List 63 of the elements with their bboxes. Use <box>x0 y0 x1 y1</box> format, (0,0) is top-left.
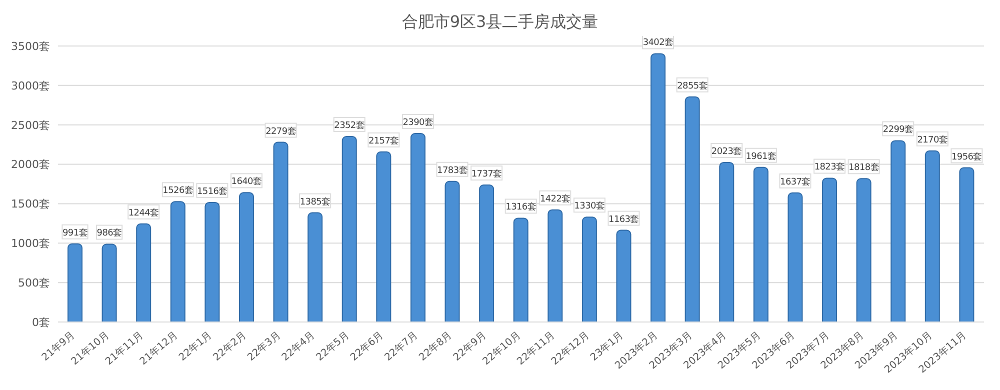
bar <box>444 180 460 322</box>
y-tick-label: 1000套 <box>11 237 50 250</box>
bar <box>719 162 734 322</box>
data-label: 1163套 <box>608 214 640 225</box>
y-tick-label: 2000套 <box>11 158 50 172</box>
bar <box>924 150 940 322</box>
data-label: 1640套 <box>231 176 262 188</box>
data-label: 1956套 <box>952 151 982 162</box>
y-tick-label: 0套 <box>32 316 50 329</box>
bar <box>650 53 666 322</box>
data-label: 1422套 <box>540 193 571 204</box>
bar <box>788 192 803 322</box>
data-label: 1737套 <box>471 168 502 180</box>
bar <box>582 216 597 322</box>
bar <box>684 96 700 322</box>
data-label: 1783套 <box>437 164 468 176</box>
data-label: 1818套 <box>848 162 880 174</box>
y-tick-label: 1500套 <box>11 198 50 211</box>
y-tick-label: 500套 <box>18 276 50 290</box>
data-label: 2390套 <box>402 117 434 128</box>
data-label: 1316套 <box>506 202 536 213</box>
data-label: 2170套 <box>917 134 948 146</box>
bar <box>376 151 392 322</box>
data-label: 1330套 <box>574 200 605 212</box>
bar <box>959 167 974 322</box>
bar <box>170 201 186 322</box>
data-label: 2855套 <box>677 80 708 92</box>
bar <box>273 142 288 322</box>
y-tick-label: 2500套 <box>11 118 50 132</box>
bar <box>822 178 838 322</box>
data-label: 3402套 <box>642 37 674 48</box>
y-tick-label: 3000套 <box>11 79 50 92</box>
data-label: 2279套 <box>266 126 296 137</box>
data-label: 1385套 <box>300 196 331 208</box>
bar <box>616 230 632 322</box>
bar <box>479 184 494 322</box>
bar <box>68 243 82 322</box>
data-label: 2352套 <box>334 120 365 132</box>
data-label: 2299套 <box>882 124 914 136</box>
data-label: 1823套 <box>814 162 846 173</box>
bar <box>856 178 872 322</box>
bar <box>238 192 254 322</box>
bar <box>548 209 563 322</box>
data-label: 1961套 <box>746 150 776 162</box>
data-label: 991套 <box>62 227 88 238</box>
bar <box>342 136 357 322</box>
data-label: 1244套 <box>128 207 160 218</box>
bar <box>753 166 768 322</box>
data-label: 986套 <box>96 228 122 239</box>
bar <box>102 244 117 322</box>
data-label: 2023套 <box>711 146 742 157</box>
bar <box>136 223 152 322</box>
data-label: 2157套 <box>368 135 400 146</box>
data-label: 1516套 <box>196 186 228 197</box>
bar <box>308 212 323 322</box>
bar <box>513 218 528 322</box>
bar <box>890 140 906 322</box>
chart-title: 合肥市9区3县二手房成交量 <box>400 11 600 33</box>
data-label: 1526套 <box>162 185 194 196</box>
y-tick-label: 3500套 <box>11 40 50 53</box>
bar <box>204 202 220 322</box>
data-label: 1637套 <box>780 176 811 188</box>
bar <box>410 133 426 322</box>
